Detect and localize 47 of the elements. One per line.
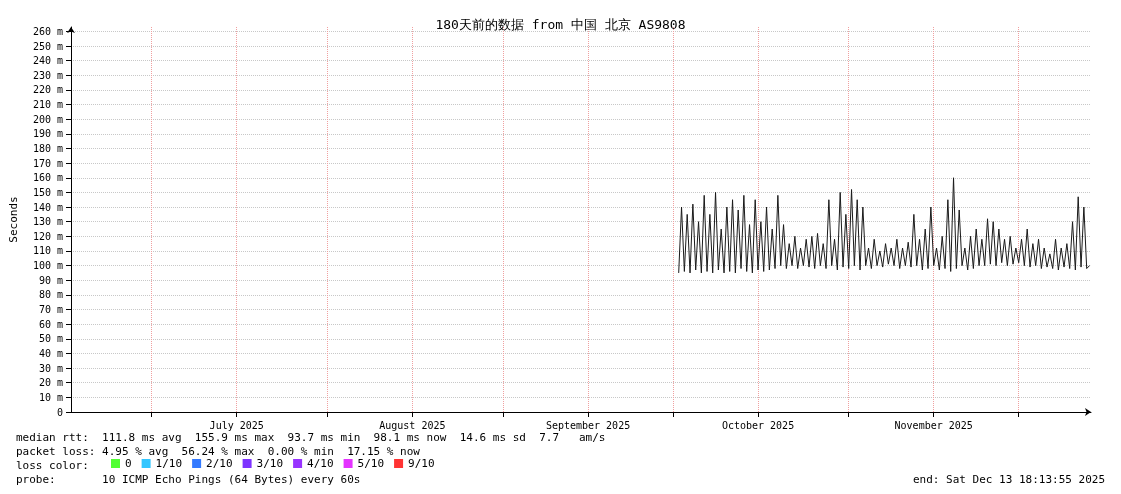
y-tick-label: 150 m xyxy=(32,186,63,198)
y-tick-label: 70 m xyxy=(38,304,63,316)
y-tick-label: 90 m xyxy=(38,274,63,286)
x-tick-label: November 2025 xyxy=(894,419,973,431)
y-tick-label: 260 m xyxy=(32,25,63,37)
y-tick-label: 60 m xyxy=(38,318,63,330)
y-tick-label: 100 m xyxy=(32,260,63,272)
y-tick-label: 0 xyxy=(56,406,63,418)
legend-label: 2/10 xyxy=(206,457,233,470)
y-tick-label: 120 m xyxy=(32,230,63,242)
text: median rtt: 111.8 ms avg 155.9 ms max 93.7 ms min 98.1 ms now 14.6 ms sd 7.7 am/s xyxy=(16,431,606,444)
x-tick-label: July 2025 xyxy=(209,419,264,431)
legend-label: 5/10 xyxy=(357,457,385,470)
legend-label: 1/10 xyxy=(155,457,183,470)
y-tick-label: 180 m xyxy=(32,143,63,154)
y-tick-label: 250 m xyxy=(32,40,63,52)
legend-title: loss color: xyxy=(16,459,89,472)
text: probe: 10 ICMP Echo Pings (64 Bytes) every 60s xyxy=(16,473,361,486)
y-tick-label: 50 m xyxy=(38,333,63,345)
x-tick-label: August 2025 xyxy=(379,419,446,431)
legend-label: 3/10 xyxy=(256,457,284,470)
legend-label: 0 xyxy=(125,457,132,470)
chart-title: 180天前的数据 from 中国 北京 AS9808 xyxy=(435,17,686,32)
legend-label: 4/10 xyxy=(307,457,334,470)
y-tick-label: 210 m xyxy=(32,99,63,111)
y-tick-label: 200 m xyxy=(32,113,63,125)
x-tick-label: October 2025 xyxy=(721,419,795,431)
y-tick-label: 240 m xyxy=(32,55,63,67)
y-tick-label: 30 m xyxy=(38,362,63,374)
y-tick-label: 40 m xyxy=(38,347,63,359)
y-tick-label: 230 m xyxy=(32,69,63,81)
y-tick-label: 220 m xyxy=(32,84,63,96)
y-tick-label: 10 m xyxy=(38,391,63,403)
y-tick-label: 170 m xyxy=(32,157,63,169)
y-axis-title: Seconds xyxy=(7,196,20,243)
y-tick-label: 110 m xyxy=(32,245,63,257)
y-tick-label: 160 m xyxy=(32,172,63,184)
y-tick-label: 20 m xyxy=(38,377,63,389)
y-tick-label: 80 m xyxy=(38,289,63,301)
y-tick-label: 140 m xyxy=(32,201,63,213)
text: end: Sat Dec 13 18:13:55 2025 xyxy=(912,473,1106,486)
y-tick-label: 190 m xyxy=(32,128,63,140)
text: packet loss: 4.95 % avg 56.24 % max 0.00 % min 17.15 % now xyxy=(16,445,421,458)
line-series xyxy=(678,177,1091,274)
y-tick-label: 130 m xyxy=(32,216,63,228)
legend-label: 9/10 xyxy=(408,457,435,470)
x-tick-label: September 2025 xyxy=(545,419,631,431)
